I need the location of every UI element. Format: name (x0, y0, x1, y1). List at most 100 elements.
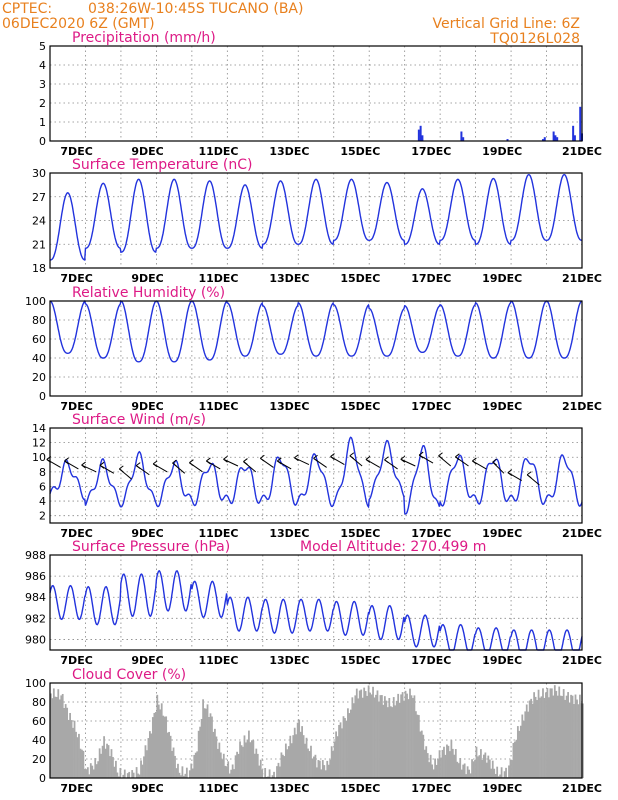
cloud-bar (559, 695, 562, 778)
cloud-bar (537, 689, 540, 778)
panel-title: Precipitation (mm/h) (72, 30, 216, 46)
x-tick-label: 11DEC (198, 527, 238, 540)
x-tick-label: 19DEC (482, 654, 522, 667)
cloud-bar (109, 756, 111, 778)
cloud-bar (409, 688, 411, 778)
panel-frame (49, 45, 583, 142)
cloud-bar (178, 772, 181, 778)
cloud-bar (298, 719, 301, 778)
cloud-bar (70, 720, 73, 778)
cloud-bar (438, 750, 441, 778)
cloud-bar (143, 756, 145, 778)
cloud-bar (487, 755, 490, 778)
cloud-bar (313, 756, 315, 778)
cloud-bar (216, 748, 219, 778)
x-tick-label: 11DEC (198, 654, 238, 667)
cloud-bar (429, 754, 432, 778)
x-tick-label: 11DEC (198, 782, 238, 795)
x-tick-label: 17DEC (411, 654, 451, 667)
cloud-bar (435, 764, 438, 778)
cloud-bar (233, 769, 236, 778)
cloud-bar (403, 700, 405, 778)
cloud-bar (321, 760, 324, 778)
cloud-bar (419, 731, 422, 778)
precip-bar (552, 131, 555, 141)
cloud-bar (521, 714, 524, 778)
wind-arrow-head (243, 458, 248, 465)
cloud-bar (50, 693, 52, 778)
cloud-bar (370, 694, 373, 778)
cloud-bar (126, 773, 129, 778)
cloud-bar (277, 762, 280, 778)
wind-series-line (49, 436, 583, 515)
cloud-bar (366, 695, 369, 778)
cloud-bar (157, 704, 160, 778)
cloud-bar (432, 769, 435, 778)
cloud-bar (280, 752, 283, 778)
cloud-bar (378, 701, 380, 778)
cloud-bar (228, 773, 231, 778)
cloud-bar (456, 761, 459, 778)
cloud-bar (58, 699, 61, 778)
cloud-bar (224, 765, 227, 778)
panel-title: Surface Pressure (hPa) (72, 539, 230, 555)
cloud-bar (363, 687, 366, 778)
wind-arrow (223, 458, 239, 467)
cloud-bar (67, 719, 70, 778)
cloud-bar (341, 728, 343, 778)
cloud-bar (249, 742, 252, 778)
cloud-bar (496, 766, 499, 778)
x-tick-label: 7DEC (60, 782, 92, 795)
wind-arrow-head (492, 458, 497, 466)
cloud-bar (369, 692, 371, 778)
x-tick-label: 7DEC (60, 400, 92, 413)
cloud-bar (339, 722, 342, 778)
cloud-bar (282, 754, 284, 778)
y-tick-label: 60 (32, 333, 46, 346)
cloud-bar (397, 693, 400, 778)
cloud-bar (522, 720, 525, 778)
cloud-bar (564, 699, 567, 778)
wind-arrow-head (384, 456, 389, 464)
cloud-bar (73, 720, 76, 778)
cloud-bar (212, 731, 215, 778)
y-tick-label: 27 (32, 191, 46, 204)
cloud-bar (316, 767, 318, 778)
cloud-bar (361, 697, 364, 778)
precip-bar (573, 135, 576, 141)
cloud-bar (462, 764, 465, 778)
cloud-bar (180, 775, 182, 778)
cloud-bar (196, 751, 199, 778)
wind-arrow (400, 458, 416, 467)
wind-arrow-head (152, 460, 158, 468)
x-tick-label: 19DEC (482, 782, 522, 795)
cloud-bar (550, 688, 553, 778)
cloud-bar (360, 689, 363, 778)
cloud-bar (344, 718, 346, 778)
x-tick-label: 19DEC (482, 145, 522, 158)
cloud-bar (268, 769, 271, 778)
x-tick-label: 13DEC (269, 527, 309, 540)
cloud-bar (440, 757, 442, 778)
cloud-bar (276, 766, 278, 778)
cloud-bar (342, 716, 345, 778)
cloud-bar (175, 768, 178, 778)
cloud-bar (287, 746, 290, 778)
y-tick-label: 5 (39, 40, 46, 53)
cloud-bar (146, 750, 148, 778)
cloud-bar (372, 686, 374, 778)
cloud-bar (140, 760, 142, 778)
cloud-bar (333, 741, 336, 778)
cloud-bar (327, 764, 330, 778)
cloud-bar (549, 688, 552, 778)
cloud-bar (184, 773, 187, 778)
cloud-bar (117, 776, 120, 778)
cloud-bar (72, 727, 74, 778)
cloud-bar (286, 749, 289, 778)
cloud-bar (141, 764, 144, 778)
cloud-bar (485, 762, 488, 778)
cloud-bar (466, 766, 469, 778)
cloud-bar (338, 724, 340, 778)
precip-bar (460, 131, 463, 141)
